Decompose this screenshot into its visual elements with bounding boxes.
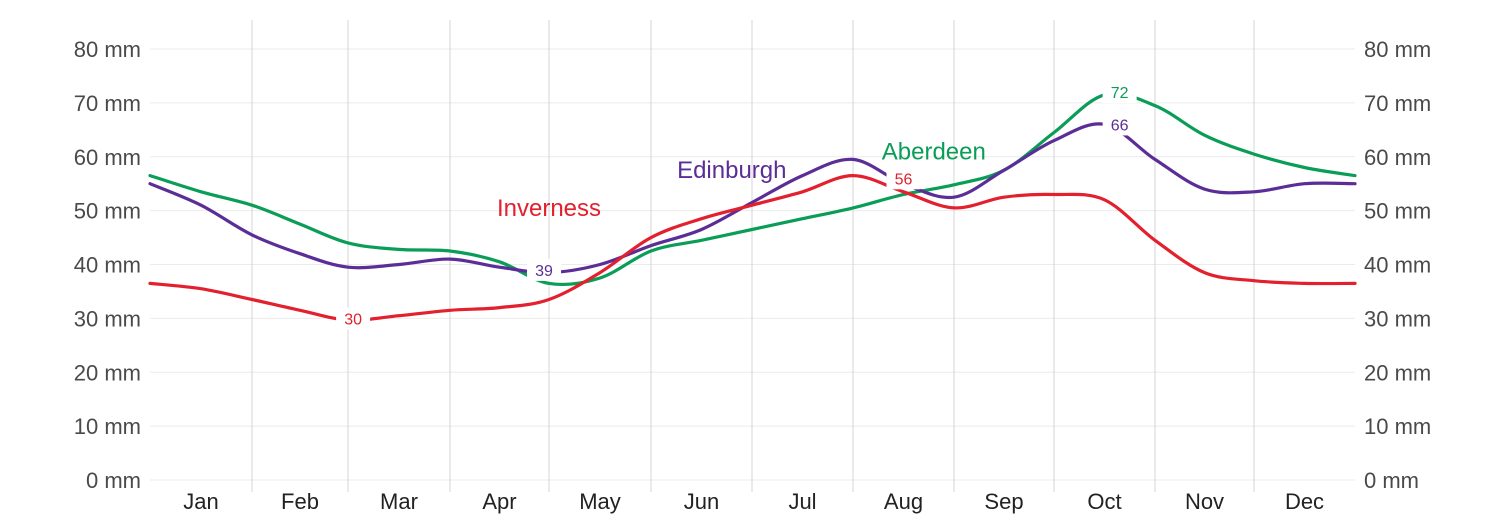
- series-annotations: 72 Aberdeen 39 66 Edinburgh 30 56 Inverness: [336, 81, 1137, 330]
- value-label-bg: [1102, 81, 1137, 104]
- value-label-bg: [886, 167, 921, 190]
- x-tick-label: Jun: [684, 489, 719, 514]
- series-line-aberdeen: [148, 92, 1357, 287]
- value-label-bg: [527, 258, 562, 281]
- x-tick-label: Mar: [380, 489, 418, 514]
- series-line-edinburgh: [148, 122, 1357, 275]
- y-tick-label-left: 0 mm: [86, 468, 141, 493]
- series-name-label-inverness: Inverness: [497, 195, 601, 222]
- y-tick-label-left: 40 mm: [74, 253, 141, 278]
- y-tick-label-left: 20 mm: [74, 360, 141, 385]
- x-tick-label: Aug: [884, 489, 923, 514]
- y-tick-label-left: 10 mm: [74, 414, 141, 439]
- y-tick-label-left: 60 mm: [74, 145, 141, 170]
- value-label-inverness: 30: [344, 311, 362, 328]
- value-label-edinburgh: 39: [535, 263, 553, 280]
- y-tick-label-right: 50 mm: [1364, 199, 1431, 224]
- x-tick-label: Jul: [788, 489, 816, 514]
- x-tick-label: May: [579, 489, 621, 514]
- y-tick-label-right: 30 mm: [1364, 306, 1431, 331]
- x-tick-label: Feb: [281, 489, 319, 514]
- x-tick-label: Dec: [1285, 489, 1324, 514]
- y-tick-label-right: 60 mm: [1364, 145, 1431, 170]
- series-name-label-edinburgh: Edinburgh: [677, 157, 786, 184]
- y-tick-label-left: 30 mm: [74, 306, 141, 331]
- y-tick-label-left: 50 mm: [74, 199, 141, 224]
- series-name-label-aberdeen: Aberdeen: [882, 138, 986, 165]
- x-axis-month-labels: Jan Feb Mar Apr May Jun Jul Aug Sep Oct Nov Dec: [183, 489, 1324, 514]
- value-label-edinburgh: 66: [1111, 117, 1129, 134]
- month-separator-lines: [251, 20, 1255, 492]
- value-label-aberdeen: 72: [1111, 85, 1129, 102]
- y-tick-label-right: 20 mm: [1364, 360, 1431, 385]
- y-axis-left: 0 mm 10 mm 20 mm 30 mm 40 mm 50 mm 60 mm 70 mm 8…: [74, 37, 141, 493]
- y-tick-label-right: 0 mm: [1364, 468, 1419, 493]
- value-label-inverness: 56: [895, 171, 913, 188]
- x-tick-label: Apr: [482, 489, 516, 514]
- x-tick-label: Oct: [1087, 489, 1121, 514]
- value-label-bg: [336, 307, 371, 330]
- y-tick-label-right: 40 mm: [1364, 253, 1431, 278]
- y-tick-label-right: 10 mm: [1364, 414, 1431, 439]
- y-tick-label-left: 80 mm: [74, 37, 141, 62]
- x-tick-label: Nov: [1185, 489, 1224, 514]
- y-tick-label-right: 80 mm: [1364, 37, 1431, 62]
- y-tick-label-left: 70 mm: [74, 91, 141, 116]
- y-axis-right: 0 mm 10 mm 20 mm 30 mm 40 mm 50 mm 60 mm 70 mm 8…: [1364, 37, 1431, 493]
- x-tick-label: Sep: [984, 489, 1023, 514]
- value-label-bg: [1102, 113, 1137, 136]
- y-tick-label-right: 70 mm: [1364, 91, 1431, 116]
- x-tick-label: Jan: [183, 489, 218, 514]
